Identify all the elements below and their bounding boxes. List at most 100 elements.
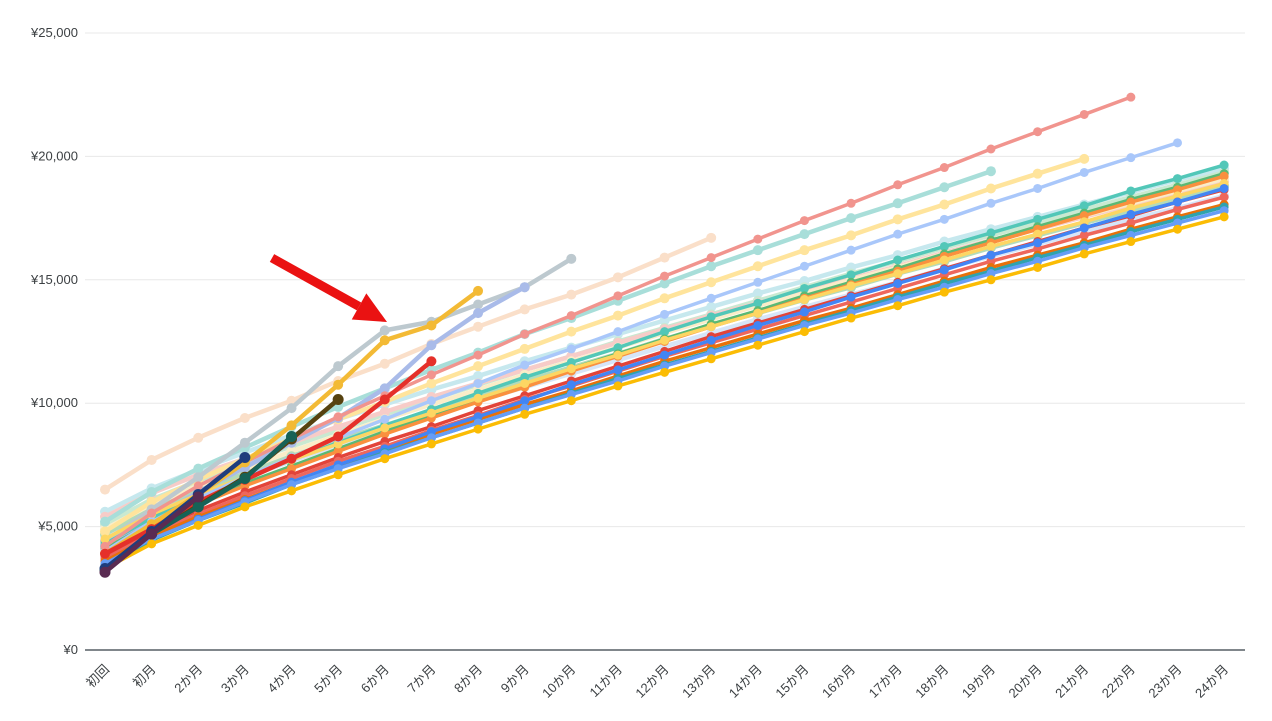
data-point-navy (239, 451, 251, 463)
data-point-salmon-light (846, 198, 856, 208)
data-point-pale-pink (379, 406, 390, 417)
data-point-light-blue (613, 327, 623, 337)
data-point-yellow (799, 295, 809, 305)
data-point-pale-slate (379, 325, 390, 336)
data-point-orange (1126, 197, 1136, 207)
data-point-bold-gold (286, 420, 297, 431)
data-point-salmon-light (147, 508, 157, 518)
data-point-light-blue (1126, 153, 1136, 163)
data-point-pale-yellow (426, 378, 437, 389)
data-point-blue (799, 320, 809, 330)
data-point-pale-yellow (892, 214, 903, 225)
data-point-dark-green (239, 472, 251, 484)
x-tick-label: 8か月 (451, 662, 485, 696)
data-point-yellow (333, 439, 343, 449)
data-point-royal-blue (753, 320, 763, 330)
arrow-head (351, 293, 387, 322)
data-point-blue (473, 418, 483, 428)
data-point-salmon-light (893, 180, 903, 190)
data-point-teal (1033, 214, 1043, 224)
data-point-salmon (1079, 230, 1089, 240)
x-tick-label: 17か月 (866, 662, 905, 701)
series-gold (103, 215, 1226, 571)
series-lines (99, 92, 1230, 578)
data-point-gold (706, 354, 716, 364)
y-tick-label: ¥5,000 (37, 519, 78, 534)
data-point-bold-gold (473, 285, 484, 296)
x-tick-label: 4か月 (265, 662, 299, 696)
data-point-pale-aqua (146, 487, 157, 498)
data-point-pale-yellow (846, 230, 857, 241)
data-point-teal (1126, 186, 1136, 196)
data-point-yellow (660, 335, 670, 345)
data-point-pale-cyan (473, 371, 484, 382)
data-point-light-blue (753, 277, 763, 287)
data-point-dark-purple (192, 491, 204, 503)
data-point-salmon-light (100, 541, 110, 551)
data-point-royal-blue (1079, 223, 1089, 233)
data-point-pale-peach (659, 252, 670, 263)
x-tick-label: 5か月 (311, 662, 345, 696)
data-point-blue (753, 334, 763, 344)
data-point-light-blue (939, 214, 949, 224)
data-point-pale-yellow (706, 277, 717, 288)
data-point-pale-yellow (146, 496, 157, 507)
data-point-pale-slate (286, 403, 297, 414)
data-point-dark-green (286, 431, 298, 443)
data-point-light-blue (1079, 167, 1089, 177)
data-point-pale-yellow (799, 245, 810, 256)
annotation-arrow (269, 254, 387, 322)
data-point-periwinkle (473, 308, 484, 319)
data-point-blue (426, 433, 436, 443)
data-point-salmon-light (660, 271, 670, 281)
data-point-gold (893, 301, 903, 311)
data-point-blue (287, 480, 297, 490)
data-point-yellow (893, 269, 903, 279)
x-tick-label: 14か月 (726, 662, 765, 701)
x-axis: 初回 初月 2か月 3か月 4か月 5か月 6か月 7か月 8か月 9か月 10か月 11か月 12か月… (83, 662, 1231, 701)
data-point-blue (520, 403, 530, 413)
data-point-periwinkle (426, 340, 437, 351)
data-point-royal-blue (893, 279, 903, 289)
data-point-salmon-light (753, 234, 763, 244)
data-point-periwinkle (519, 282, 530, 293)
data-point-royal-blue (939, 265, 949, 275)
data-point-dark-green (192, 501, 204, 513)
data-point-salmon (1033, 244, 1043, 254)
x-tick-label: 6か月 (358, 662, 392, 696)
data-point-bold-red (100, 548, 110, 559)
data-point-light-blue (1172, 138, 1182, 148)
data-point-yellow (566, 364, 576, 374)
x-tick-label: 18か月 (912, 662, 951, 701)
data-point-orange (1172, 185, 1182, 195)
data-point-pale-yellow (473, 361, 484, 372)
data-point-yellow (100, 534, 110, 544)
data-point-orange (333, 446, 343, 456)
data-point-blue (1126, 230, 1136, 240)
data-point-light-blue (380, 414, 390, 424)
data-point-periwinkle (379, 383, 390, 394)
data-point-gold (426, 439, 436, 449)
x-tick-label: 初月 (130, 662, 159, 691)
data-point-bold-red (379, 394, 390, 405)
x-tick-label: 16か月 (819, 662, 858, 701)
x-tick-label: 10か月 (539, 662, 578, 701)
data-point-light-blue (893, 229, 903, 239)
x-tick-label: 11か月 (587, 662, 626, 701)
data-point-salmon-light (986, 144, 996, 154)
data-point-salmon (1172, 204, 1182, 214)
data-point-dark-olive (332, 393, 344, 405)
data-point-pale-cyan (706, 301, 717, 312)
data-point-pale-aqua (939, 182, 950, 193)
y-tick-label: ¥20,000 (30, 148, 78, 163)
y-tick-label: ¥25,000 (30, 25, 78, 40)
x-tick-label: 19か月 (959, 662, 998, 701)
data-point-gold (147, 539, 157, 549)
series-pale-peach (102, 235, 714, 492)
data-point-gold (1219, 212, 1229, 222)
data-point-salmon (1126, 218, 1136, 228)
data-point-royal-blue (1126, 209, 1136, 219)
data-point-light-blue (660, 309, 670, 319)
data-point-gold (287, 486, 297, 496)
data-point-bold-red (333, 431, 344, 442)
